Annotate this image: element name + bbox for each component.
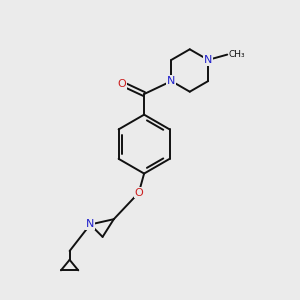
Text: CH₃: CH₃	[229, 50, 245, 59]
Text: N: N	[167, 76, 176, 86]
Text: N: N	[204, 55, 212, 65]
Text: O: O	[134, 188, 143, 198]
Text: N: N	[86, 220, 94, 230]
Text: O: O	[118, 79, 126, 89]
